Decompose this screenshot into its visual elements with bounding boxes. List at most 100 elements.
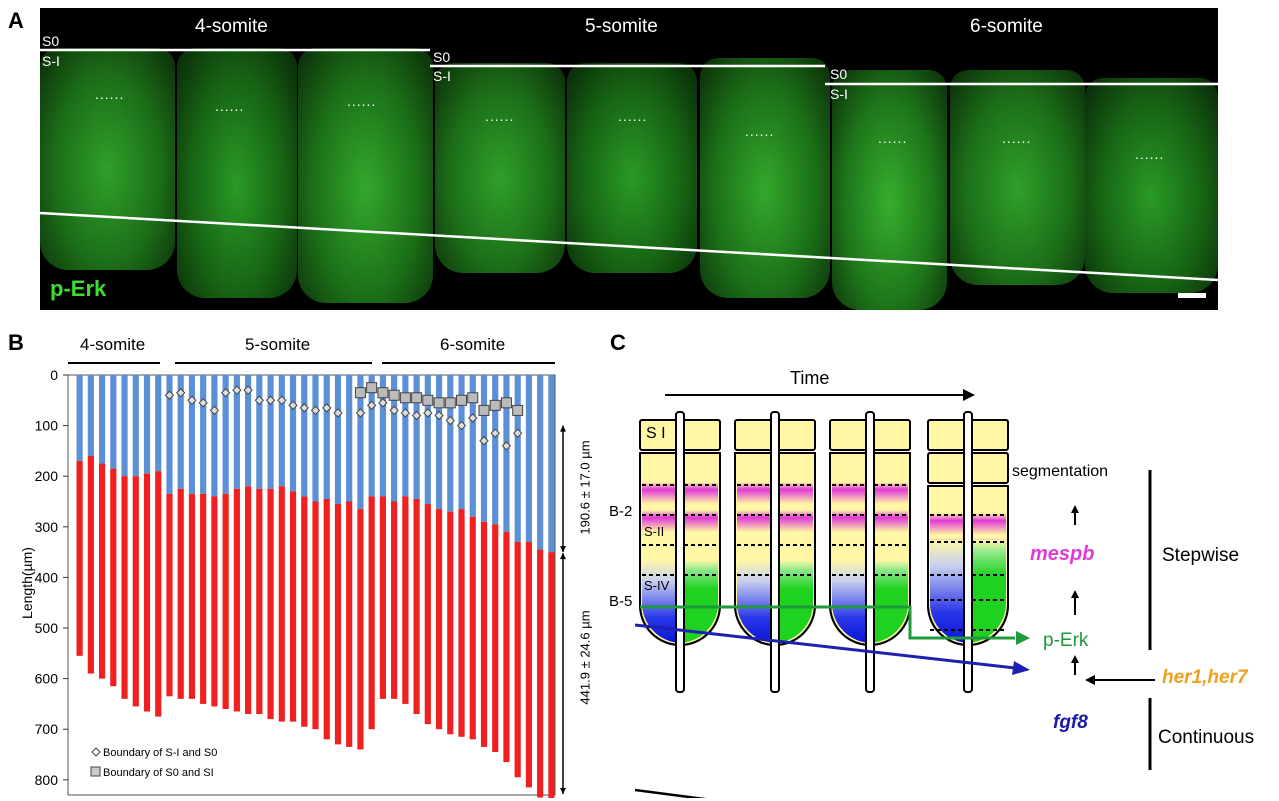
- notochord: [770, 411, 780, 693]
- blue-bar: [132, 375, 139, 477]
- panel-a-letter: A: [8, 8, 24, 33]
- notochord: [865, 411, 875, 693]
- red-bar: [469, 516, 476, 740]
- stage-label: 4-somite: [195, 16, 268, 37]
- red-bar: [166, 493, 173, 697]
- red-bar: [323, 498, 330, 740]
- segmentation-diagram: [634, 389, 1155, 798]
- fgf8-gradient: [929, 540, 968, 643]
- mespb-label: mespb: [1030, 543, 1095, 565]
- diamond-marker: [265, 395, 276, 406]
- arrow-head: [560, 425, 566, 432]
- si-label: S-I: [42, 53, 60, 69]
- diamond-marker: [490, 428, 500, 438]
- diamond-marker: [468, 413, 478, 423]
- perk-gradient: [775, 560, 813, 643]
- red-bar: [143, 473, 151, 712]
- red-bar: [87, 455, 94, 674]
- perk-gradient: [680, 560, 718, 643]
- red-bar: [278, 486, 285, 722]
- diamond-marker: [198, 398, 208, 408]
- red-bar: [211, 496, 218, 707]
- square-marker: [377, 387, 389, 399]
- y-tick-label: 600: [35, 671, 59, 687]
- y-axis-label: Length(µm): [19, 547, 35, 619]
- diamond-marker: [187, 395, 197, 406]
- blue-bar: [87, 375, 94, 456]
- square-marker: [388, 389, 400, 401]
- dotted-marker: ......: [1135, 146, 1165, 162]
- red-bar: [312, 501, 319, 730]
- blue-bar: [537, 375, 544, 550]
- red-bar: [402, 496, 409, 704]
- y-tick-label: 700: [35, 721, 59, 737]
- red-bar: [289, 491, 297, 722]
- blue-bar: [469, 375, 476, 517]
- embryo-image: [1085, 78, 1218, 293]
- red-bar: [256, 488, 263, 715]
- red-bar: [447, 511, 454, 735]
- diamond-marker: [254, 395, 265, 406]
- diamond-marker: [322, 403, 332, 413]
- blue-bar: [110, 375, 117, 469]
- posterior-line: [40, 211, 1218, 282]
- red-bar: [503, 531, 510, 763]
- blue-bar: [200, 375, 207, 494]
- blue-bar: [503, 375, 510, 532]
- perk-label: p-Erk: [50, 276, 107, 301]
- red-bar: [155, 471, 162, 717]
- micrograph-panel: 4-somite 5-somite 6-somite S0 S-I S0 S-I…: [40, 8, 1218, 310]
- embryo-image: [950, 70, 1085, 285]
- square-marker: [422, 394, 434, 406]
- perk-pathway-label: p-Erk: [1043, 630, 1089, 651]
- diamond-marker: [333, 408, 343, 418]
- embryo-image: [177, 48, 297, 298]
- blue-bar: [458, 375, 465, 510]
- bottom-arrow: [634, 788, 707, 798]
- blue-bar: [222, 375, 229, 494]
- arrow-head: [560, 787, 566, 794]
- arrow-head: [560, 546, 566, 553]
- up-arrow-head: [1071, 505, 1079, 513]
- red-bar: [525, 541, 533, 788]
- dotted-marker: ......: [95, 86, 125, 102]
- legend-diamond: [91, 747, 101, 757]
- perk-gradient: [870, 560, 908, 643]
- dotted-marker: ......: [347, 93, 377, 109]
- diamond-marker: [456, 420, 467, 431]
- s4-label: S-IV: [644, 578, 670, 593]
- her-label: her1,her7: [1162, 667, 1248, 688]
- s0-label: S0: [42, 33, 60, 49]
- square-marker: [478, 404, 490, 416]
- blue-bar: [435, 375, 443, 510]
- y-tick-label: 300: [35, 519, 59, 535]
- blue-bar: [492, 375, 499, 525]
- blue-bar: [346, 375, 353, 502]
- diamond-marker: [355, 408, 366, 418]
- b2-label: B-2: [609, 503, 633, 520]
- red-bar: [391, 501, 398, 699]
- diamond-marker: [220, 388, 231, 398]
- red-bar: [267, 488, 274, 720]
- embryo-image: [832, 70, 947, 310]
- notochord: [675, 411, 685, 693]
- diamond-marker: [366, 400, 377, 411]
- blue-bar: [233, 375, 240, 489]
- group-label: 6-somite: [440, 335, 506, 354]
- blue-bar: [391, 375, 398, 502]
- perk-gradient: [968, 540, 1006, 643]
- y-tick-label: 400: [35, 569, 59, 585]
- blue-bar: [155, 375, 162, 472]
- red-bar: [233, 488, 240, 712]
- red-bar: [480, 521, 488, 747]
- blue-bar: [514, 375, 521, 542]
- blue-bar: [278, 375, 285, 487]
- blue-bar: [379, 375, 386, 497]
- diamond-marker: [501, 441, 512, 451]
- up-arrow-head: [1071, 590, 1079, 598]
- y-tick-label: 800: [35, 772, 59, 788]
- red-bar: [357, 509, 364, 750]
- blue-bar: [121, 375, 128, 477]
- up-arrow-head: [1071, 655, 1079, 663]
- embryo-image: [700, 58, 830, 298]
